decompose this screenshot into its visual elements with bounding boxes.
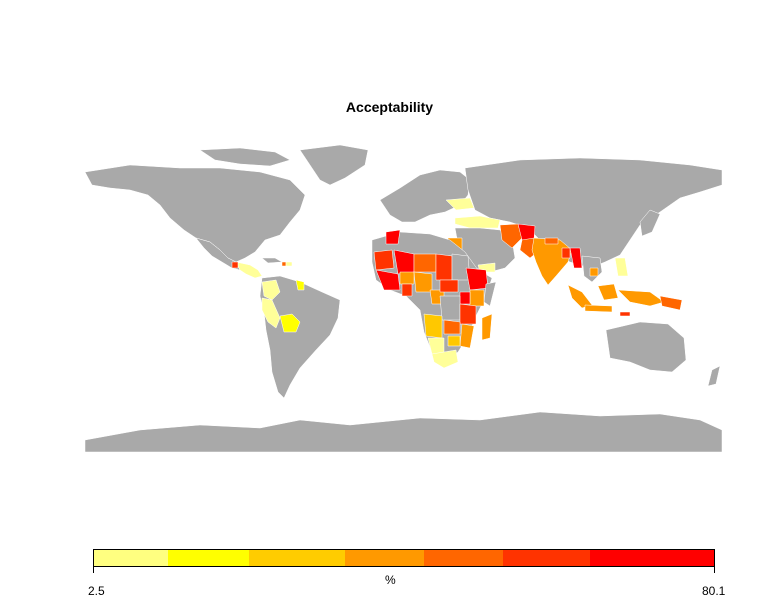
mauritania bbox=[373, 249, 395, 271]
tanzania bbox=[459, 303, 477, 325]
legend-segment bbox=[248, 550, 346, 566]
car bbox=[439, 279, 459, 293]
ghana bbox=[401, 283, 413, 297]
japan bbox=[639, 209, 661, 237]
north-america bbox=[84, 164, 306, 263]
europe bbox=[379, 169, 471, 223]
guyana bbox=[295, 279, 305, 291]
haiti bbox=[281, 261, 287, 267]
guatemala bbox=[231, 261, 239, 269]
new-zealand bbox=[707, 365, 721, 387]
colombia bbox=[261, 279, 281, 301]
legend-unit-label: % bbox=[385, 573, 396, 587]
antarctica bbox=[84, 411, 723, 453]
legend-segment bbox=[168, 550, 249, 566]
somalia bbox=[483, 281, 497, 307]
greenland bbox=[299, 144, 369, 186]
burkina bbox=[399, 271, 415, 285]
chad bbox=[435, 253, 453, 281]
map-title: Acceptability bbox=[345, 99, 434, 115]
legend-segment bbox=[589, 550, 714, 566]
legend-min-tick bbox=[93, 567, 94, 573]
peru bbox=[261, 297, 281, 329]
iran bbox=[499, 223, 523, 249]
legend-max-label: 80.1 bbox=[702, 584, 726, 598]
india bbox=[531, 237, 573, 286]
south-africa bbox=[431, 349, 459, 369]
angola bbox=[423, 313, 443, 339]
russia-asia bbox=[464, 157, 723, 269]
legend-segment bbox=[345, 550, 425, 566]
madagascar bbox=[481, 313, 493, 341]
cuba bbox=[261, 257, 283, 264]
uganda bbox=[459, 291, 471, 305]
indonesia-java bbox=[584, 304, 613, 313]
cambodia bbox=[589, 267, 599, 277]
south-america bbox=[259, 275, 341, 399]
nepal bbox=[544, 237, 559, 245]
indonesia-sumatra bbox=[567, 284, 593, 309]
legend-color-bar bbox=[93, 549, 715, 567]
west-africa-coast bbox=[375, 269, 401, 291]
arctic-islands bbox=[199, 147, 291, 167]
legend-segment bbox=[94, 550, 169, 566]
dominican bbox=[285, 261, 293, 267]
niger bbox=[413, 253, 437, 273]
central-asia-hl bbox=[454, 215, 501, 229]
kenya bbox=[469, 289, 485, 307]
mozambique bbox=[459, 323, 475, 349]
zambia bbox=[443, 319, 461, 335]
legend-segment bbox=[424, 550, 504, 566]
png bbox=[659, 295, 683, 311]
morocco bbox=[385, 229, 401, 245]
legend-min-label: 2.5 bbox=[88, 584, 105, 598]
nigeria bbox=[413, 271, 433, 293]
australia bbox=[605, 321, 687, 373]
bangladesh bbox=[561, 247, 571, 259]
myanmar bbox=[569, 247, 583, 269]
philippines bbox=[614, 257, 629, 277]
ethiopia bbox=[465, 267, 489, 291]
indonesia-east bbox=[617, 289, 665, 307]
legend-max-tick bbox=[714, 567, 715, 573]
timor bbox=[619, 311, 631, 317]
legend-segment bbox=[503, 550, 590, 566]
indonesia-borneo bbox=[597, 283, 619, 301]
drc bbox=[439, 295, 461, 321]
bolivia bbox=[279, 313, 301, 333]
zimbabwe bbox=[447, 335, 461, 347]
ukraine bbox=[445, 197, 475, 211]
central-america-hl bbox=[235, 261, 263, 279]
